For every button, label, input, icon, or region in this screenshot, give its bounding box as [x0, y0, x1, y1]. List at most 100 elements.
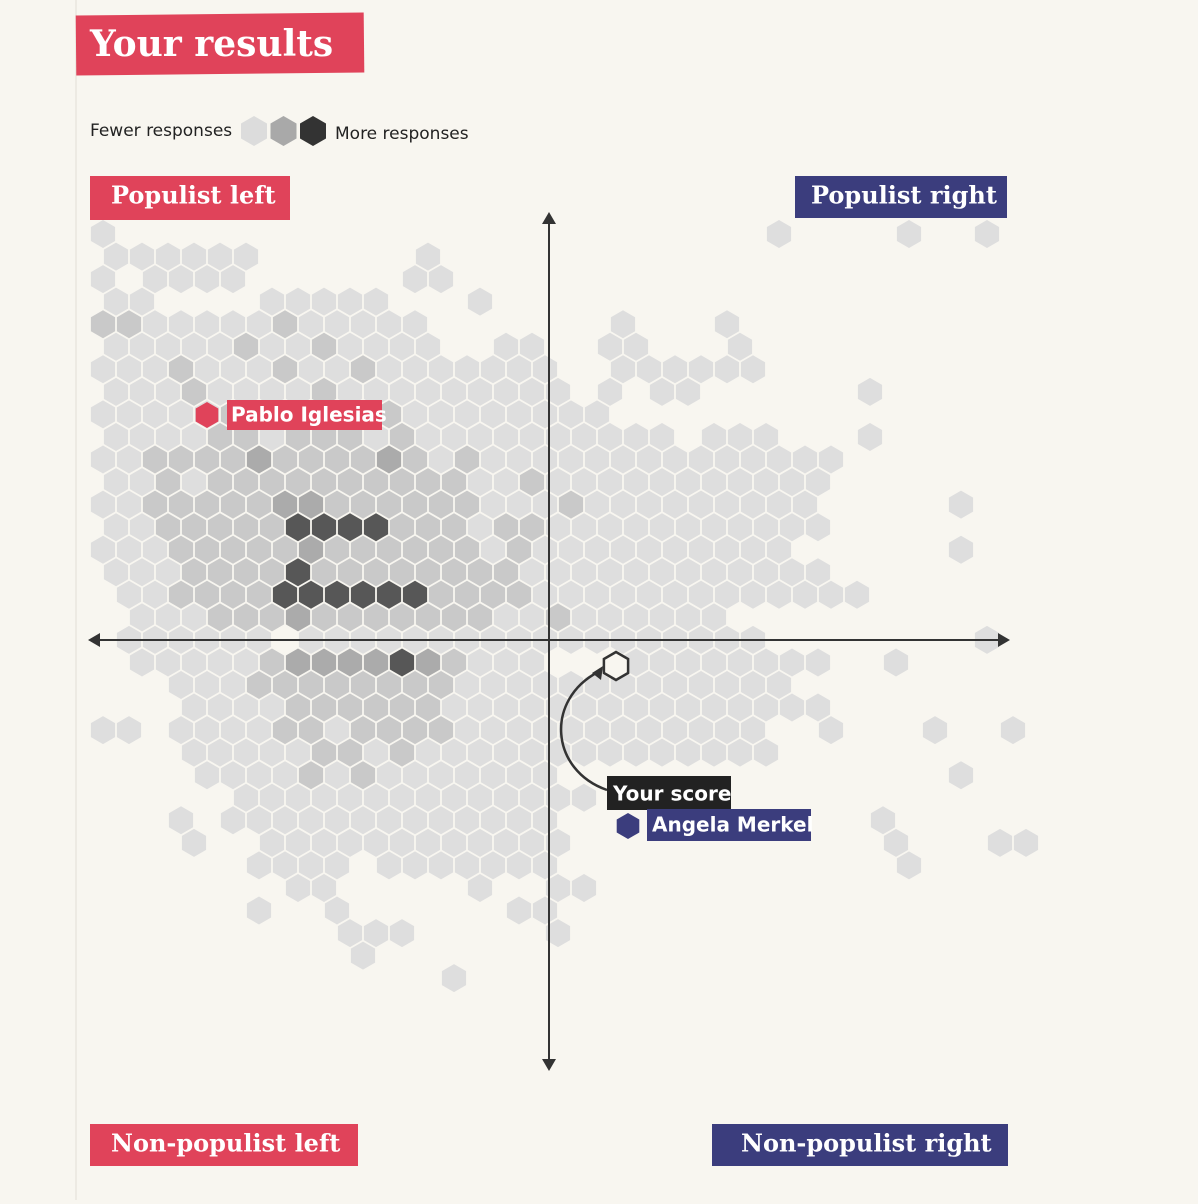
hex-cell [298, 355, 324, 384]
hex-cell [753, 693, 779, 722]
hex-cell [168, 806, 194, 835]
hex-cell [779, 558, 805, 587]
hex-cell [636, 355, 662, 384]
figure-marker [616, 813, 640, 839]
hex-cell [714, 580, 740, 609]
hex-cell [857, 377, 883, 406]
hex-cell [259, 377, 285, 406]
hex-cell [623, 558, 649, 587]
hex-cell [727, 513, 753, 542]
hex-cell [181, 468, 207, 497]
hex-cell [324, 761, 350, 790]
hex-cell [168, 671, 194, 699]
hex-cell [532, 445, 558, 474]
hex-cell [779, 468, 805, 497]
hex-cell [896, 220, 922, 248]
hex-cell [376, 716, 402, 745]
hex-cell [428, 535, 454, 564]
hex-cell [129, 513, 155, 542]
hex-cell [454, 580, 480, 609]
hex-cell [584, 535, 610, 564]
hex-cell [181, 738, 207, 767]
hex-cell [389, 558, 415, 587]
hex-cell [753, 423, 779, 451]
hex-cell [662, 445, 688, 474]
hex-cell [805, 468, 831, 497]
hex-cell [285, 332, 311, 361]
hex-cell [545, 558, 571, 587]
hex-cell [311, 558, 337, 587]
hex-cell [363, 603, 389, 632]
hex-cell [454, 355, 480, 384]
hex-cell [740, 671, 766, 699]
hex-cell [701, 693, 727, 722]
quadrant-label: Populist left [111, 181, 276, 210]
hex-cell [493, 738, 519, 767]
hex-cell [636, 671, 662, 699]
hex-cell [675, 558, 701, 587]
hex-cell [428, 265, 454, 294]
hex-cell [220, 671, 246, 699]
hex-cell [363, 693, 389, 722]
hex-cell [376, 490, 402, 519]
quadrant-label: Non-populist left [111, 1129, 340, 1158]
hex-cell [766, 445, 792, 474]
hex-cell [987, 828, 1013, 857]
hex-cell [610, 355, 636, 384]
hex-cell [194, 445, 220, 474]
hex-cell [675, 513, 701, 542]
hex-cell [519, 603, 545, 632]
hex-cell [701, 738, 727, 767]
hex-cell [207, 693, 233, 722]
hex-cell [324, 896, 350, 925]
hexbin [90, 220, 1039, 993]
hex-cell [415, 603, 441, 632]
hex-cell [233, 468, 259, 497]
hex-cell [181, 558, 207, 587]
hex-cell [727, 648, 753, 677]
hex-cell [480, 851, 506, 880]
hex-cell [701, 423, 727, 451]
hex-cell [324, 310, 350, 339]
hex-cell [636, 716, 662, 745]
hex-cell [90, 400, 116, 429]
hex-cell [688, 580, 714, 609]
quadrant-label: Populist right [811, 181, 997, 210]
hex-cell [519, 693, 545, 722]
hex-cell [714, 535, 740, 564]
hex-cell [584, 580, 610, 609]
hex-cell [272, 580, 298, 609]
hex-cell [207, 513, 233, 542]
hex-cell [298, 806, 324, 835]
hex-cell [363, 783, 389, 812]
hex-cell [311, 468, 337, 497]
your-score-arrow [560, 670, 608, 792]
hex-cell [454, 851, 480, 880]
hex-cell [337, 693, 363, 722]
hex-cell [571, 513, 597, 542]
hex-cell [402, 490, 428, 519]
hex-cell [363, 287, 389, 316]
figure-label: Pablo Iglesias [231, 403, 387, 427]
hex-cell [298, 851, 324, 880]
hex-cell [337, 513, 363, 542]
hex-cell [467, 693, 493, 722]
hex-cell [233, 558, 259, 587]
hex-cell [818, 445, 844, 474]
hex-cell [363, 648, 389, 677]
legend-swatch [270, 116, 297, 146]
hex-cell [116, 355, 142, 384]
hex-cell [389, 603, 415, 632]
hex-cell [636, 535, 662, 564]
hex-cell [519, 377, 545, 406]
hex-cell [350, 580, 376, 609]
hex-cell [467, 828, 493, 857]
hex-cell [402, 535, 428, 564]
hex-cell [376, 355, 402, 384]
hex-cell [285, 377, 311, 406]
title: Your results [89, 23, 333, 65]
hex-cell [428, 851, 454, 880]
hex-cell [246, 445, 272, 474]
hex-cell [324, 806, 350, 835]
